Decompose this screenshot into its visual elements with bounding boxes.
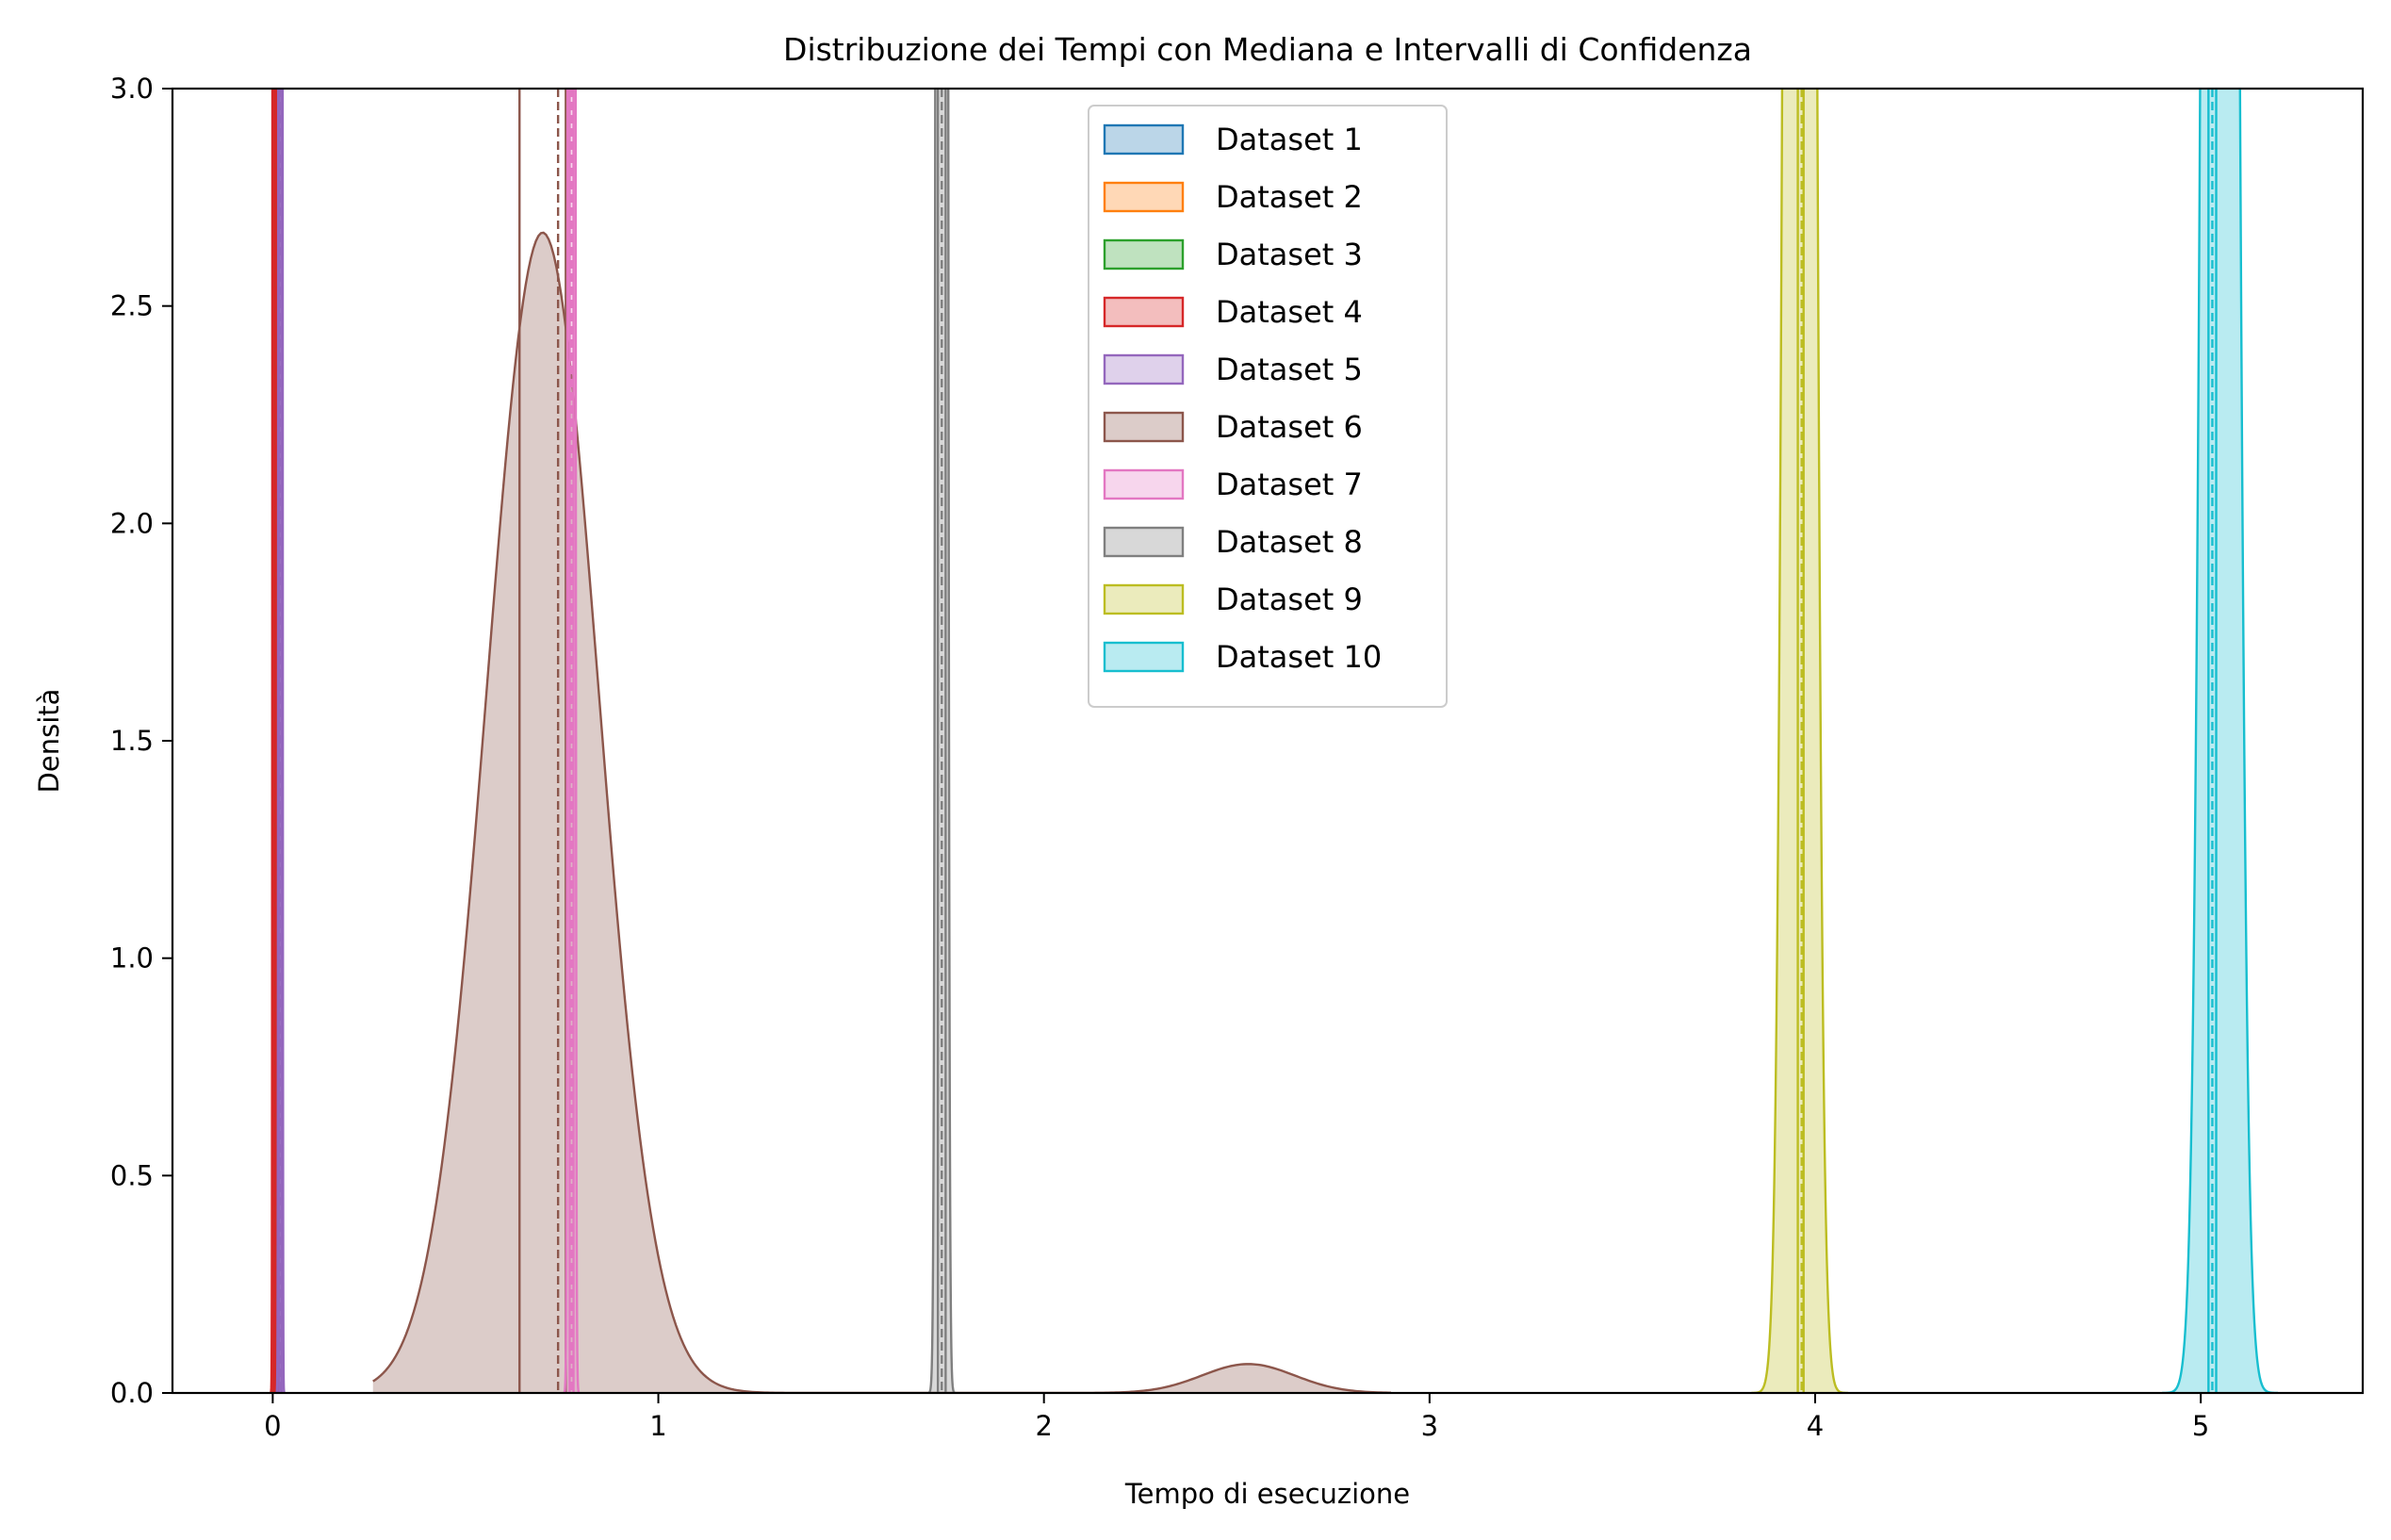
- x-tick-label: 5: [2192, 1410, 2209, 1442]
- x-tick-label: 2: [1035, 1410, 1052, 1442]
- density-fill: [372, 232, 1391, 1393]
- legend-label: Dataset 5: [1216, 352, 1363, 387]
- legend-swatch: [1103, 353, 1185, 385]
- series-10: [2162, 89, 2279, 1393]
- legend-swatch: [1103, 641, 1185, 673]
- legend-label: Dataset 1: [1216, 122, 1363, 157]
- series-9: [1751, 89, 1848, 1393]
- y-tick-label: 1.0: [110, 942, 154, 975]
- density-line: [563, 89, 581, 1393]
- legend-label: Dataset 7: [1216, 467, 1363, 502]
- y-tick-label: 0.5: [110, 1159, 154, 1191]
- chart-title: Distribuzione dei Tempi con Mediana e In…: [783, 31, 1752, 68]
- legend-swatch: [1103, 468, 1185, 500]
- y-axis: 0.0 0.5 1.0 1.5 2.0 2.5 3.0: [110, 73, 172, 1409]
- legend-swatch: [1103, 411, 1185, 443]
- legend-label: Dataset 10: [1216, 639, 1382, 675]
- density-line: [275, 89, 286, 1393]
- y-tick-label: 3.0: [110, 73, 154, 105]
- legend-label: Dataset 9: [1216, 582, 1363, 617]
- legend-swatch: [1103, 181, 1185, 213]
- legend-swatch: [1103, 123, 1185, 156]
- y-tick-label: 1.5: [110, 725, 154, 757]
- x-tick-label: 4: [1807, 1410, 1824, 1442]
- legend-label: Dataset 4: [1216, 294, 1363, 330]
- density-line: [2162, 89, 2279, 1393]
- x-tick-label: 0: [264, 1410, 281, 1442]
- x-tick-label: 3: [1421, 1410, 1438, 1442]
- y-tick-label: 2.5: [110, 290, 154, 322]
- legend: Dataset 1 Dataset 2 Dataset 3 Dataset 4 Data…: [1088, 105, 1448, 708]
- legend-label: Dataset 6: [1216, 409, 1363, 445]
- y-tick-label: 2.0: [110, 507, 154, 539]
- density-line: [1751, 89, 1848, 1393]
- legend-label: Dataset 2: [1216, 179, 1363, 215]
- series-5: [275, 89, 286, 1393]
- legend-swatch: [1103, 296, 1185, 328]
- x-axis: 0 1 2 3 4 5: [264, 1393, 2209, 1442]
- y-axis-label: Densità: [33, 689, 65, 794]
- density-line: [372, 231, 1391, 1393]
- legend-swatch: [1103, 238, 1185, 270]
- x-axis-label: Tempo di esecuzione: [1124, 1478, 1410, 1510]
- legend-label: Dataset 3: [1216, 237, 1363, 272]
- legend-swatch: [1103, 526, 1185, 558]
- density-fill: [2162, 89, 2278, 1393]
- legend-swatch: [1103, 583, 1185, 615]
- series-8: [927, 89, 956, 1393]
- y-tick-label: 0.0: [110, 1377, 154, 1409]
- series-layer: [270, 89, 2279, 1393]
- series-7: [563, 89, 581, 1393]
- density-fill: [1751, 89, 1848, 1393]
- x-tick-label: 1: [649, 1410, 666, 1442]
- legend-label: Dataset 8: [1216, 524, 1363, 560]
- density-line: [927, 89, 956, 1393]
